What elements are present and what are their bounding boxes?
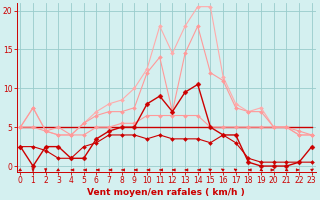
X-axis label: Vent moyen/en rafales ( km/h ): Vent moyen/en rafales ( km/h ) — [87, 188, 245, 197]
